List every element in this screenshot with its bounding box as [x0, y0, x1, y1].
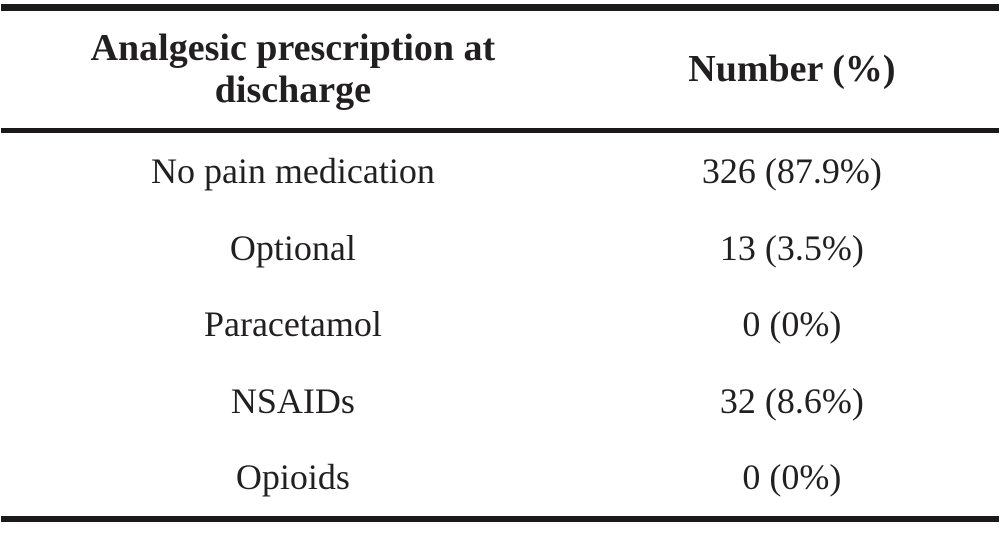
table-row: Opioids 0 (0%): [1, 439, 999, 516]
column-header-number-percent: Number (%): [585, 11, 999, 128]
row-value: 326 (87.9%): [701, 151, 882, 192]
table-row: Paracetamol 0 (0%): [1, 286, 999, 363]
row-label: Paracetamol: [203, 304, 382, 345]
table-row: Optional 13 (3.5%): [1, 210, 999, 287]
row-value: 32 (8.6%): [719, 380, 864, 421]
table-body: No pain medication 326 (87.9%) Optional …: [1, 133, 999, 516]
table-header-row: Analgesic prescription at discharge Numb…: [1, 11, 999, 133]
row-value: 0 (0%): [742, 457, 842, 498]
row-value: 13 (3.5%): [719, 227, 864, 268]
row-label: NSAIDs: [230, 380, 355, 421]
column-header-label: Number (%): [688, 47, 896, 90]
row-label: Optional: [229, 227, 356, 268]
column-header-analgesic-prescription: Analgesic prescription at discharge: [1, 11, 585, 128]
table-row: NSAIDs 32 (8.6%): [1, 363, 999, 440]
column-header-label: Analgesic prescription at discharge: [90, 26, 496, 111]
row-label: No pain medication: [150, 151, 435, 192]
row-label: Opioids: [235, 457, 350, 498]
table-row: No pain medication 326 (87.9%): [1, 133, 999, 210]
analgesic-prescription-table: Analgesic prescription at discharge Numb…: [1, 4, 999, 522]
row-value: 0 (0%): [742, 304, 842, 345]
